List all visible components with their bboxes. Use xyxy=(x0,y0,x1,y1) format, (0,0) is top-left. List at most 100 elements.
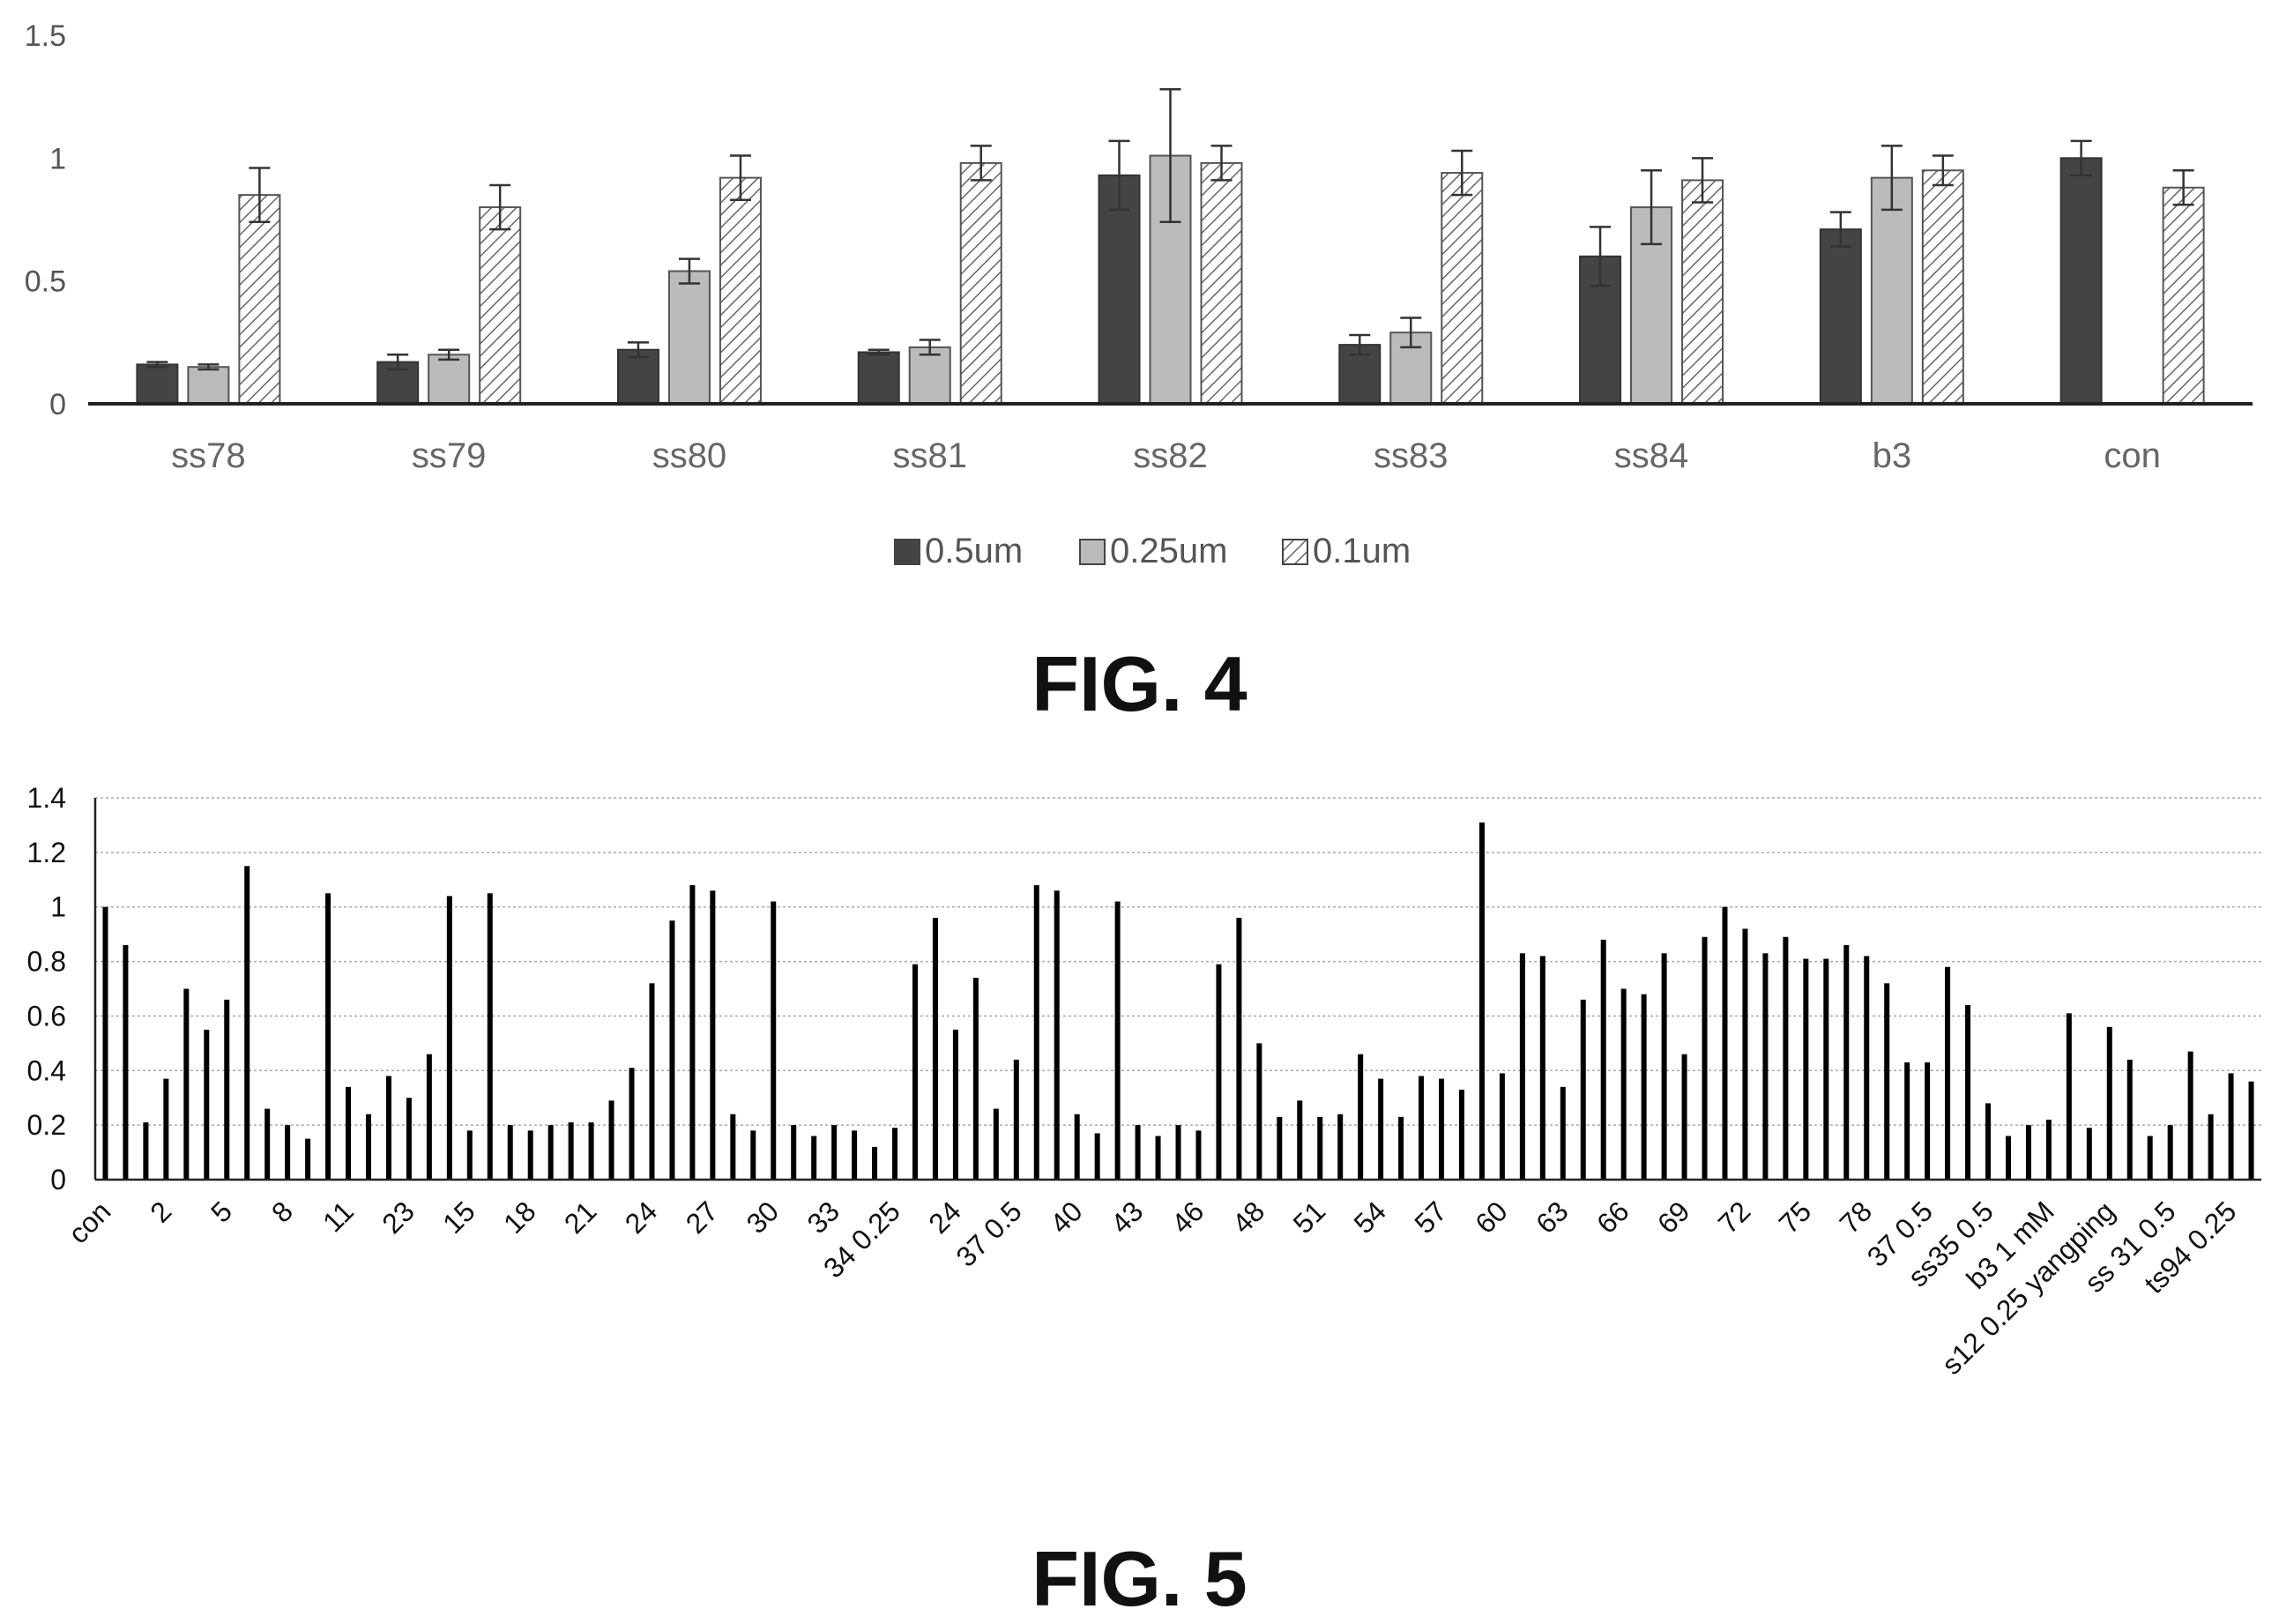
fig5-bar xyxy=(831,1125,838,1180)
fig5-x-tick-label: 5 xyxy=(205,1195,238,1228)
fig5-bar xyxy=(1114,901,1121,1180)
fig4-error-bar xyxy=(1349,333,1371,356)
fig5-bar xyxy=(568,1122,574,1180)
fig4-error-bar xyxy=(1829,211,1851,248)
fig5-bar xyxy=(1945,966,1951,1180)
fig4-bar xyxy=(908,346,951,406)
fig5-bar xyxy=(2167,1125,2173,1180)
fig5-bar xyxy=(791,1125,797,1180)
fig4-bar xyxy=(959,161,1002,405)
fig4-error-bar xyxy=(489,183,511,231)
fig4-x-tick-label: ss83 xyxy=(1374,436,1449,475)
fig5-bar xyxy=(952,1029,958,1180)
fig4-error-bar xyxy=(1881,145,1903,212)
fig5-x-tick-label: 2 xyxy=(144,1195,177,1228)
fig5-x-tick-label: 46 xyxy=(1166,1195,1210,1240)
fig5-bar xyxy=(1702,936,1708,1180)
fig4-error-bar xyxy=(627,341,649,359)
fig5-bar xyxy=(2066,1013,2072,1180)
fig5-bar xyxy=(1458,1089,1464,1180)
fig4-y-tick-label: 1.5 xyxy=(25,19,66,53)
fig4-x-tick-label: ss80 xyxy=(652,436,727,475)
fig4-bar xyxy=(667,270,711,405)
fig4-legend-item: 0.1um xyxy=(1282,532,1411,570)
fig5-x-tick-label: 60 xyxy=(1469,1195,1514,1240)
fig5-y-tick-label: 0.4 xyxy=(27,1054,66,1086)
fig4-error-bar xyxy=(1400,317,1422,349)
fig5-x-tick-label: 23 xyxy=(376,1195,421,1240)
fig5-bars xyxy=(102,822,2254,1180)
fig5-bar xyxy=(649,983,655,1180)
fig5-bar xyxy=(1378,1078,1384,1180)
fig5-bar xyxy=(993,1108,999,1180)
fig5-bar xyxy=(669,920,675,1180)
fig5-bar xyxy=(972,978,979,1180)
fig4-error-bar xyxy=(1641,169,1663,246)
fig5-bar xyxy=(1600,939,1606,1180)
fig4-error-bar xyxy=(1590,226,1612,287)
fig5-bar xyxy=(1499,1073,1505,1180)
fig5-bar xyxy=(1985,1103,1992,1180)
fig4-error-bar xyxy=(146,361,168,369)
fig5-bar xyxy=(1904,1062,1910,1180)
fig4-y-axis: 0 0.5 1 1.5 xyxy=(25,19,66,421)
fig4-x-tick-label: ss81 xyxy=(892,436,967,475)
fig5-bar xyxy=(466,1130,473,1180)
fig5-bar xyxy=(1762,953,1769,1180)
fig5-x-tick-label: 43 xyxy=(1105,1195,1150,1240)
fig5-bar xyxy=(183,988,190,1180)
fig5-bar xyxy=(365,1114,371,1180)
fig5-x-tick-label: 69 xyxy=(1651,1195,1696,1240)
fig5-x-tick-label: 30 xyxy=(741,1195,786,1240)
fig4-error-bar xyxy=(868,348,890,356)
fig4-legend-label: 0.25um xyxy=(1110,532,1227,570)
fig4-bar xyxy=(719,176,762,405)
fig5-bar xyxy=(1823,958,1829,1180)
fig4-bar xyxy=(1921,169,1964,405)
fig5-bar xyxy=(1965,1005,1971,1180)
fig5-x-tick-label: 18 xyxy=(497,1195,542,1240)
fig5-y-tick-label: 0.2 xyxy=(27,1109,66,1141)
fig5-bar xyxy=(1539,956,1545,1180)
fig5-x-tick-label: 24 xyxy=(922,1195,967,1240)
fig4-legend-label: 0.1um xyxy=(1313,532,1411,570)
fig4-error-bar xyxy=(919,339,941,356)
fig4-x-tick-label: b3 xyxy=(1873,436,1912,475)
fig4-legend-swatch xyxy=(1079,539,1106,565)
fig5-bar xyxy=(406,1098,412,1180)
fig4-error-bar xyxy=(387,354,409,371)
fig5-bar xyxy=(1398,1116,1404,1180)
fig5-bar xyxy=(1195,1130,1202,1180)
fig4-legend-swatch xyxy=(1282,539,1308,565)
fig4-error-bar xyxy=(2172,169,2194,206)
fig5-y-tick-label: 1.2 xyxy=(27,837,66,868)
fig4-bar xyxy=(2162,186,2205,405)
fig5-bar xyxy=(1580,999,1586,1180)
fig5-bar xyxy=(1641,994,1647,1180)
fig5-x-tick-label: 21 xyxy=(558,1195,603,1240)
fig5-bar xyxy=(305,1138,311,1180)
fig5-bar xyxy=(325,893,331,1180)
fig5-bar xyxy=(1236,918,1242,1180)
fig5-x-tick-label: 15 xyxy=(436,1195,481,1240)
fig4-x-axis: ss78 ss79 ss80 ss81 ss82 ss83 ss84 b3 con xyxy=(88,402,2253,475)
fig5-bar xyxy=(1054,890,1060,1180)
fig5-bar xyxy=(1074,1114,1080,1180)
fig5-bar xyxy=(244,866,250,1180)
fig5-bar xyxy=(1216,964,1222,1180)
fig4-error-bar xyxy=(1159,88,1181,224)
fig5-bar xyxy=(547,1125,554,1180)
fig5-bar xyxy=(1317,1116,1323,1180)
fig4-error-bar xyxy=(1932,154,1954,187)
fig4-error-bars xyxy=(146,88,2194,371)
fig5-x-tick-label: 33 xyxy=(801,1195,845,1240)
fig5-bar xyxy=(346,1086,352,1180)
fig5-bar xyxy=(730,1114,736,1180)
fig5-bar xyxy=(2187,1051,2193,1180)
fig5-caption: FIG. 5 xyxy=(1032,1535,1247,1622)
fig5-x-tick-label: 54 xyxy=(1347,1195,1392,1240)
fig4-error-bar xyxy=(1451,149,1473,197)
fig5-x-tick-label: 48 xyxy=(1226,1195,1271,1240)
fig5-bar xyxy=(2126,1059,2133,1180)
